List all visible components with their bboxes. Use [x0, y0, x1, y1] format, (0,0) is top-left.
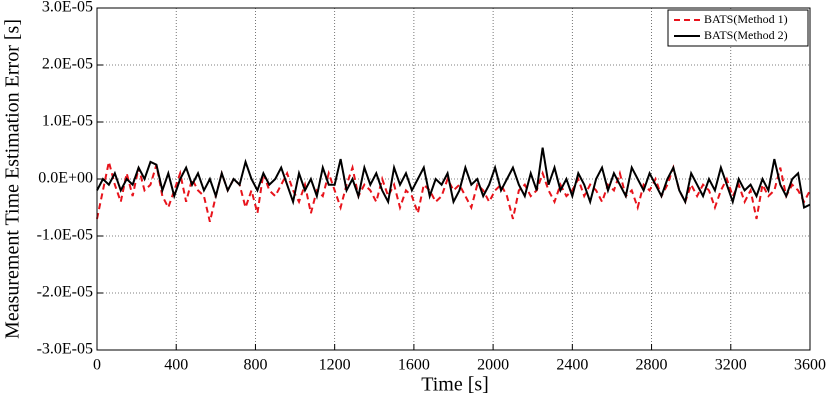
y-tick-label: -2.0E-05	[37, 284, 93, 301]
y-tick-label: 0.0E+00	[38, 170, 93, 187]
y-tick-label: -1.0E-05	[37, 227, 93, 244]
y-tick-label: -3.0E-05	[37, 341, 93, 358]
y-tick-label: 1.0E-05	[42, 113, 93, 130]
x-tick-label: 2400	[556, 357, 588, 374]
data-line	[96, 147, 811, 209]
x-tick-label: 3200	[715, 357, 747, 374]
y-tick-label: 2.0E-05	[42, 56, 93, 73]
x-tick-label: 0	[93, 357, 101, 374]
x-axis-label: Time [s]	[421, 374, 489, 396]
x-tick-label: 2800	[636, 357, 668, 374]
legend: BATS(Method 1) BATS(Method 2)	[667, 9, 809, 47]
x-tick-label: 2000	[477, 357, 509, 374]
plot-frame	[96, 7, 811, 351]
y-axis-label: Measurement Time Estimation Error [s]	[2, 19, 24, 339]
legend-label: BATS(Method 1)	[704, 12, 788, 26]
legend-label: BATS(Method 2)	[704, 28, 788, 42]
x-tick-label: 1200	[319, 357, 351, 374]
legend-box	[667, 9, 809, 47]
x-tick-label: 3600	[794, 357, 826, 374]
x-tick-label: 800	[243, 357, 267, 374]
x-tick-label: 1600	[398, 357, 430, 374]
x-tick-label: 400	[164, 357, 188, 374]
y-tick-label: 3.0E-05	[42, 0, 93, 16]
